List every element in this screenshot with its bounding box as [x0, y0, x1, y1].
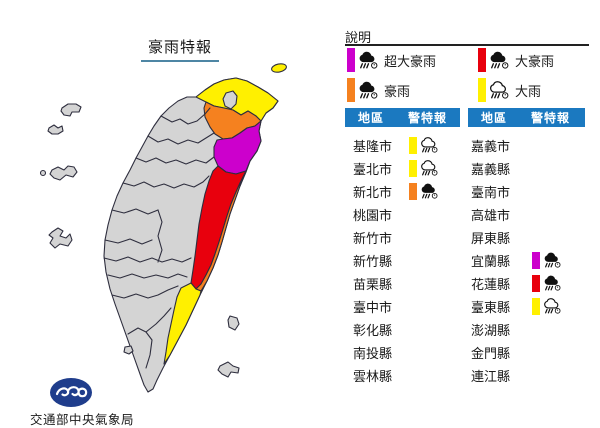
area-name: 高雄市	[471, 207, 511, 223]
area-name: 苗栗縣	[353, 276, 393, 292]
map-island-kinmen-islet	[39, 169, 47, 177]
table-row-nantou: 南投縣	[345, 341, 463, 363]
table-row-taitung: 臺東縣	[468, 295, 586, 317]
area-name: 新竹市	[353, 230, 393, 246]
legend-swatch	[347, 48, 355, 72]
warning-swatch	[409, 136, 417, 154]
table-row-kinmen: 金門縣	[468, 341, 586, 363]
map-region-taitung-rain	[163, 282, 202, 365]
table-row-hsinchu-city: 新竹市	[345, 226, 463, 248]
rain-cloud-filled-icon	[544, 275, 561, 291]
warning-swatch	[532, 274, 540, 292]
warning-swatch	[532, 251, 540, 269]
legend-item-torrential-rain: 大豪雨	[478, 48, 554, 72]
rain-cloud-filled-icon	[358, 51, 378, 69]
map-county-borders	[103, 107, 215, 369]
page-title: 豪雨特報	[141, 36, 219, 62]
rain-cloud-outline-icon	[421, 137, 438, 153]
header-warning: 警特報	[408, 111, 448, 125]
header-warning: 警特報	[531, 111, 571, 125]
rain-cloud-filled-icon	[358, 81, 378, 99]
area-name: 新竹縣	[353, 253, 393, 269]
legend-label: 大雨	[515, 83, 542, 99]
area-name: 南投縣	[353, 345, 393, 361]
table-row-xinbei: 新北市	[345, 180, 463, 202]
table-row-tainan: 臺南市	[468, 180, 586, 202]
map-region-taipei-basin	[222, 90, 238, 110]
area-name: 花蓮縣	[471, 276, 511, 292]
map-region-yilan-extreme	[213, 120, 262, 175]
rain-cloud-filled-icon	[421, 183, 438, 199]
table-row-yunlin: 雲林縣	[345, 364, 463, 386]
legend-item-heavy-rain: 豪雨	[347, 78, 410, 102]
legend-item-extremely-heavy-rain: 超大豪雨	[347, 48, 436, 72]
table-row-changhua: 彰化縣	[345, 318, 463, 340]
area-name: 金門縣	[471, 345, 511, 361]
rain-cloud-outline-icon	[421, 160, 438, 176]
taiwan-warning-map	[39, 63, 287, 393]
area-name: 桃園市	[353, 207, 393, 223]
area-name: 澎湖縣	[471, 322, 511, 338]
area-name: 宜蘭縣	[471, 253, 511, 269]
rain-cloud-filled-icon	[489, 51, 509, 69]
warning-swatch	[409, 159, 417, 177]
legend-item-rain: 大雨	[478, 78, 541, 102]
table-row-hsinchu-county: 新竹縣	[345, 249, 463, 271]
area-name: 臺中市	[353, 299, 393, 315]
legend-swatch	[478, 78, 486, 102]
legend-swatch	[478, 48, 486, 72]
rain-cloud-filled-icon	[544, 252, 561, 268]
warning-swatch	[532, 297, 540, 315]
header-area: 地區	[481, 111, 508, 125]
map-island-green	[227, 315, 240, 331]
warning-swatch	[409, 182, 417, 200]
legend-label: 豪雨	[384, 83, 411, 99]
legend-swatch	[347, 78, 355, 102]
area-name: 臺北市	[353, 161, 393, 177]
table-row-taipei: 臺北市	[345, 157, 463, 179]
legend-label: 超大豪雨	[384, 53, 437, 69]
map-islet-northeast-rain	[271, 63, 287, 73]
map-island-liuqiu	[123, 345, 134, 355]
map-region-hualien-coast-heavy	[195, 170, 247, 292]
rain-cloud-outline-icon	[489, 81, 509, 99]
legend-divider	[345, 44, 589, 46]
map-island-matsu-north	[60, 103, 82, 117]
agency-name: 交通部中央氣象局	[30, 413, 135, 427]
table-row-taoyuan: 桃園市	[345, 203, 463, 225]
area-name: 新北市	[353, 184, 393, 200]
table-row-pingtung: 屏東縣	[468, 226, 586, 248]
table-row-chiayi-city: 嘉義市	[468, 134, 586, 156]
table-row-yilan: 宜蘭縣	[468, 249, 586, 271]
legend-heading: 說明	[345, 30, 372, 45]
map-island-matsu-south	[47, 124, 64, 135]
area-name: 雲林縣	[353, 368, 393, 384]
right-table-header: 地區 警特報	[468, 108, 585, 127]
table-row-kaohsiung: 高雄市	[468, 203, 586, 225]
legend-label: 大豪雨	[515, 53, 555, 69]
area-name: 彰化縣	[353, 322, 393, 338]
area-name: 臺東縣	[471, 299, 511, 315]
map-island-orchid	[217, 361, 240, 378]
table-row-hualien: 花蓮縣	[468, 272, 586, 294]
map-island-penghu	[48, 227, 73, 249]
table-row-keelung: 基隆市	[345, 134, 463, 156]
area-name: 屏東縣	[471, 230, 511, 246]
rain-cloud-outline-icon	[544, 298, 561, 314]
area-name: 連江縣	[471, 368, 511, 384]
table-row-miaoli: 苗栗縣	[345, 272, 463, 294]
header-area: 地區	[358, 111, 385, 125]
area-name: 嘉義市	[471, 138, 511, 154]
table-row-taichung: 臺中市	[345, 295, 463, 317]
left-table-header: 地區 警特報	[345, 108, 460, 127]
area-name: 嘉義縣	[471, 161, 511, 177]
area-name: 臺南市	[471, 184, 511, 200]
cwb-logo	[50, 378, 92, 407]
table-row-chiayi-county: 嘉義縣	[468, 157, 586, 179]
map-island-kinmen	[49, 165, 78, 181]
area-name: 基隆市	[353, 138, 393, 154]
table-row-penghu: 澎湖縣	[468, 318, 586, 340]
table-row-lienchiang: 連江縣	[468, 364, 586, 386]
